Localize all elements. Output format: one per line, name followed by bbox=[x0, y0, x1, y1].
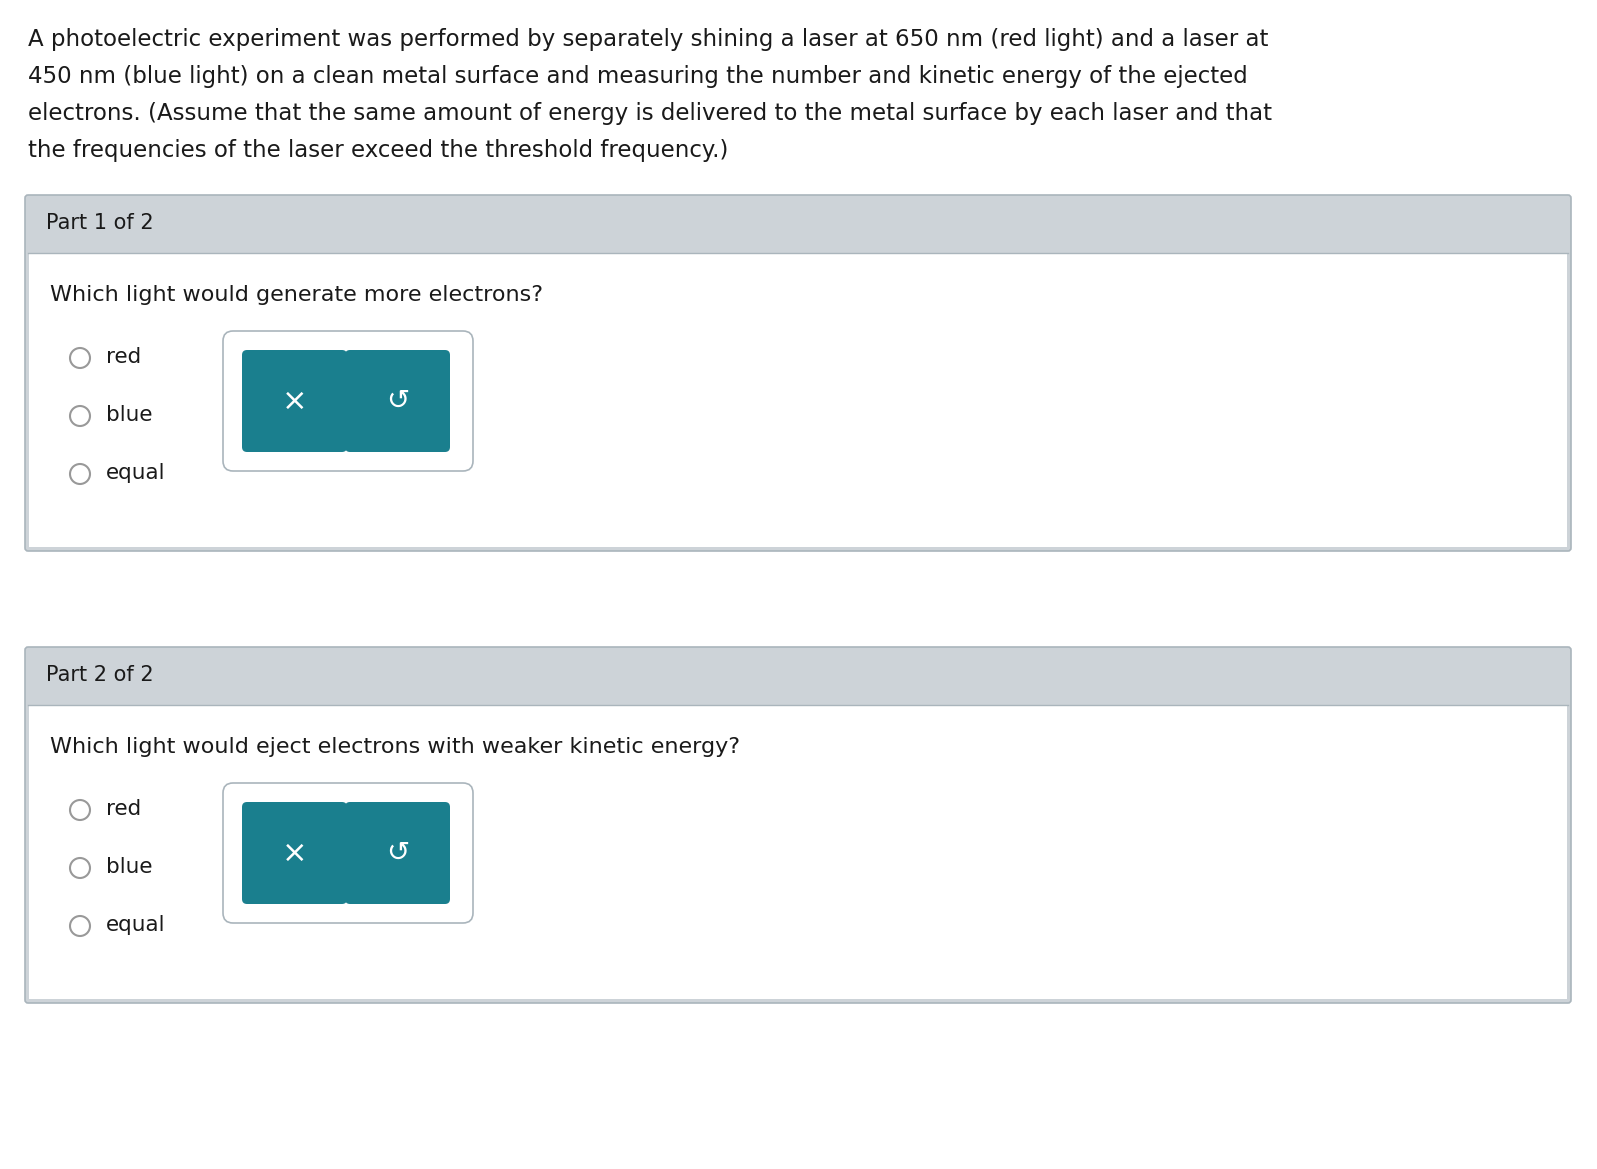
Bar bbox=[29, 706, 1567, 999]
Text: A photoelectric experiment was performed by separately shining a laser at 650 nm: A photoelectric experiment was performed… bbox=[29, 28, 1268, 51]
Circle shape bbox=[70, 348, 89, 368]
Text: blue: blue bbox=[105, 857, 152, 877]
FancyBboxPatch shape bbox=[224, 783, 473, 924]
Text: ×: × bbox=[281, 838, 307, 867]
Circle shape bbox=[70, 858, 89, 878]
Circle shape bbox=[70, 406, 89, 426]
Circle shape bbox=[70, 464, 89, 484]
FancyBboxPatch shape bbox=[243, 802, 347, 904]
Text: the frequencies of the laser exceed the threshold frequency.): the frequencies of the laser exceed the … bbox=[29, 139, 728, 162]
FancyBboxPatch shape bbox=[345, 350, 450, 452]
Circle shape bbox=[70, 800, 89, 819]
Text: Which light would generate more electrons?: Which light would generate more electron… bbox=[50, 285, 543, 305]
Text: ×: × bbox=[281, 387, 307, 415]
Text: equal: equal bbox=[105, 463, 166, 483]
Text: 450 nm (blue light) on a clean metal surface and measuring the number and kineti: 450 nm (blue light) on a clean metal sur… bbox=[29, 65, 1247, 88]
Bar bbox=[29, 254, 1567, 547]
Text: red: red bbox=[105, 798, 141, 819]
Text: Part 2 of 2: Part 2 of 2 bbox=[46, 665, 153, 685]
FancyBboxPatch shape bbox=[243, 350, 347, 452]
Text: blue: blue bbox=[105, 404, 152, 426]
Text: ↺: ↺ bbox=[386, 839, 409, 867]
Text: red: red bbox=[105, 347, 141, 367]
Text: Part 1 of 2: Part 1 of 2 bbox=[46, 214, 153, 234]
FancyBboxPatch shape bbox=[224, 331, 473, 471]
Text: equal: equal bbox=[105, 915, 166, 935]
Circle shape bbox=[70, 916, 89, 936]
FancyBboxPatch shape bbox=[26, 646, 1571, 1003]
FancyBboxPatch shape bbox=[345, 802, 450, 904]
Text: electrons. (Assume that the same amount of energy is delivered to the metal surf: electrons. (Assume that the same amount … bbox=[29, 102, 1271, 125]
Text: Which light would eject electrons with weaker kinetic energy?: Which light would eject electrons with w… bbox=[50, 736, 739, 758]
Text: ↺: ↺ bbox=[386, 387, 409, 415]
FancyBboxPatch shape bbox=[26, 195, 1571, 551]
